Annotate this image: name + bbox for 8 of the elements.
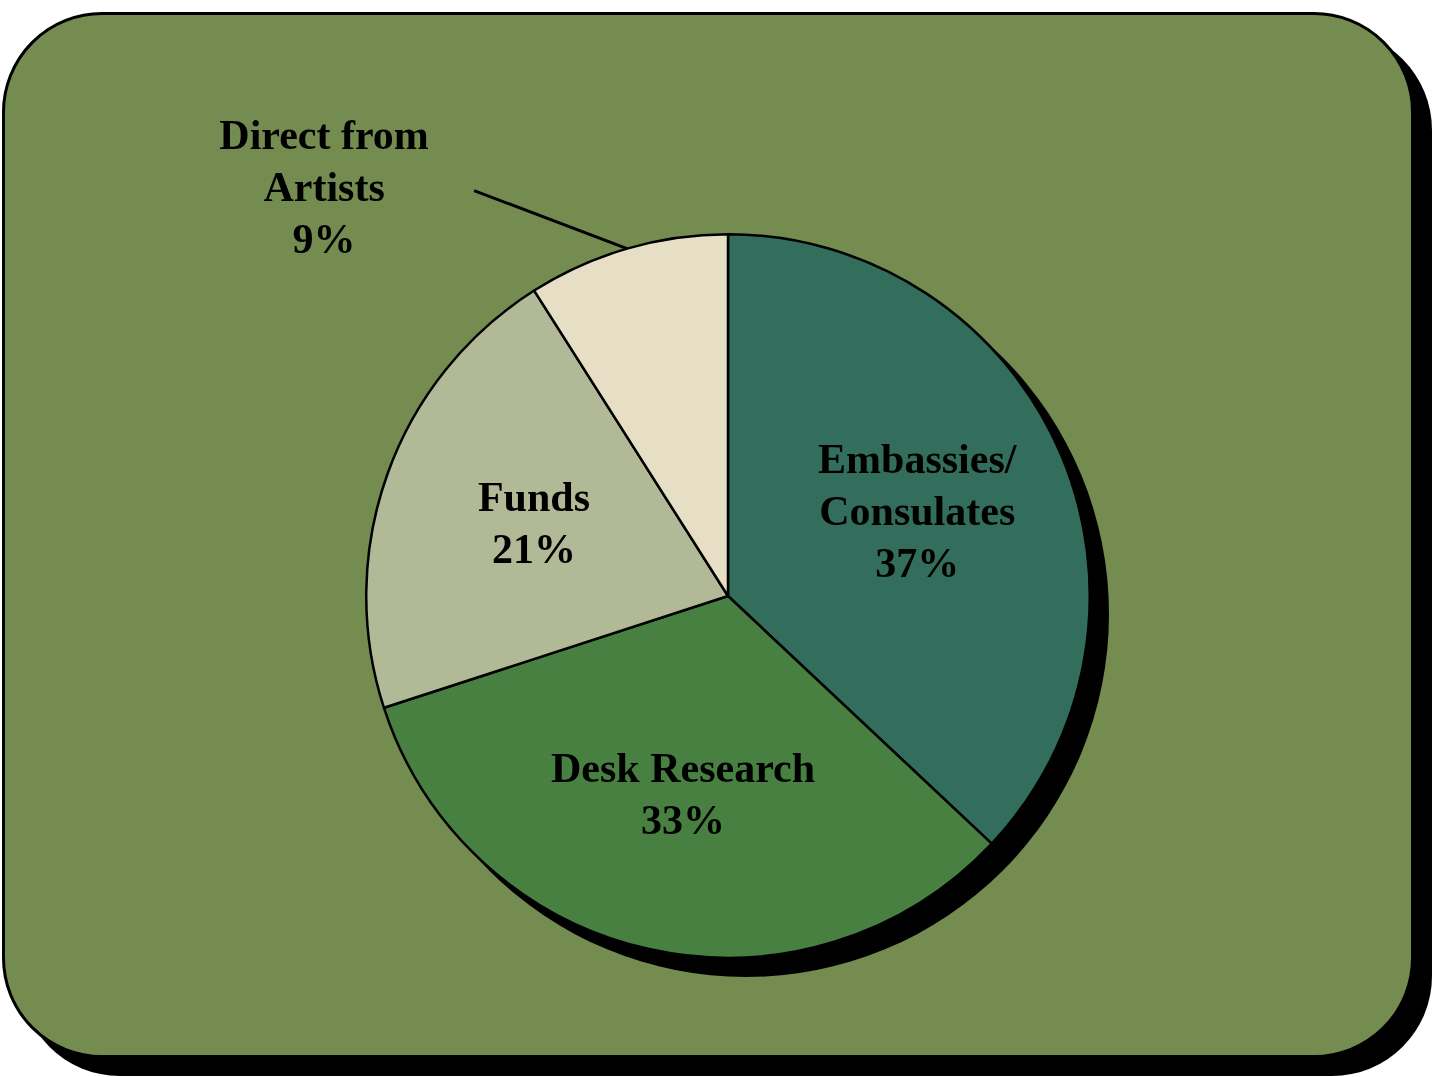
data-label: 37% xyxy=(875,539,960,586)
slice-label: Direct from Artists xyxy=(219,112,429,211)
slice-label: Embassies/Consulates xyxy=(818,435,1018,534)
data-label: 21% xyxy=(491,526,576,572)
data-label: 33% xyxy=(641,797,726,844)
slice-label: Funds xyxy=(477,474,591,520)
slice-label: Desk Research xyxy=(551,745,816,792)
data-label: 9% xyxy=(292,216,356,263)
